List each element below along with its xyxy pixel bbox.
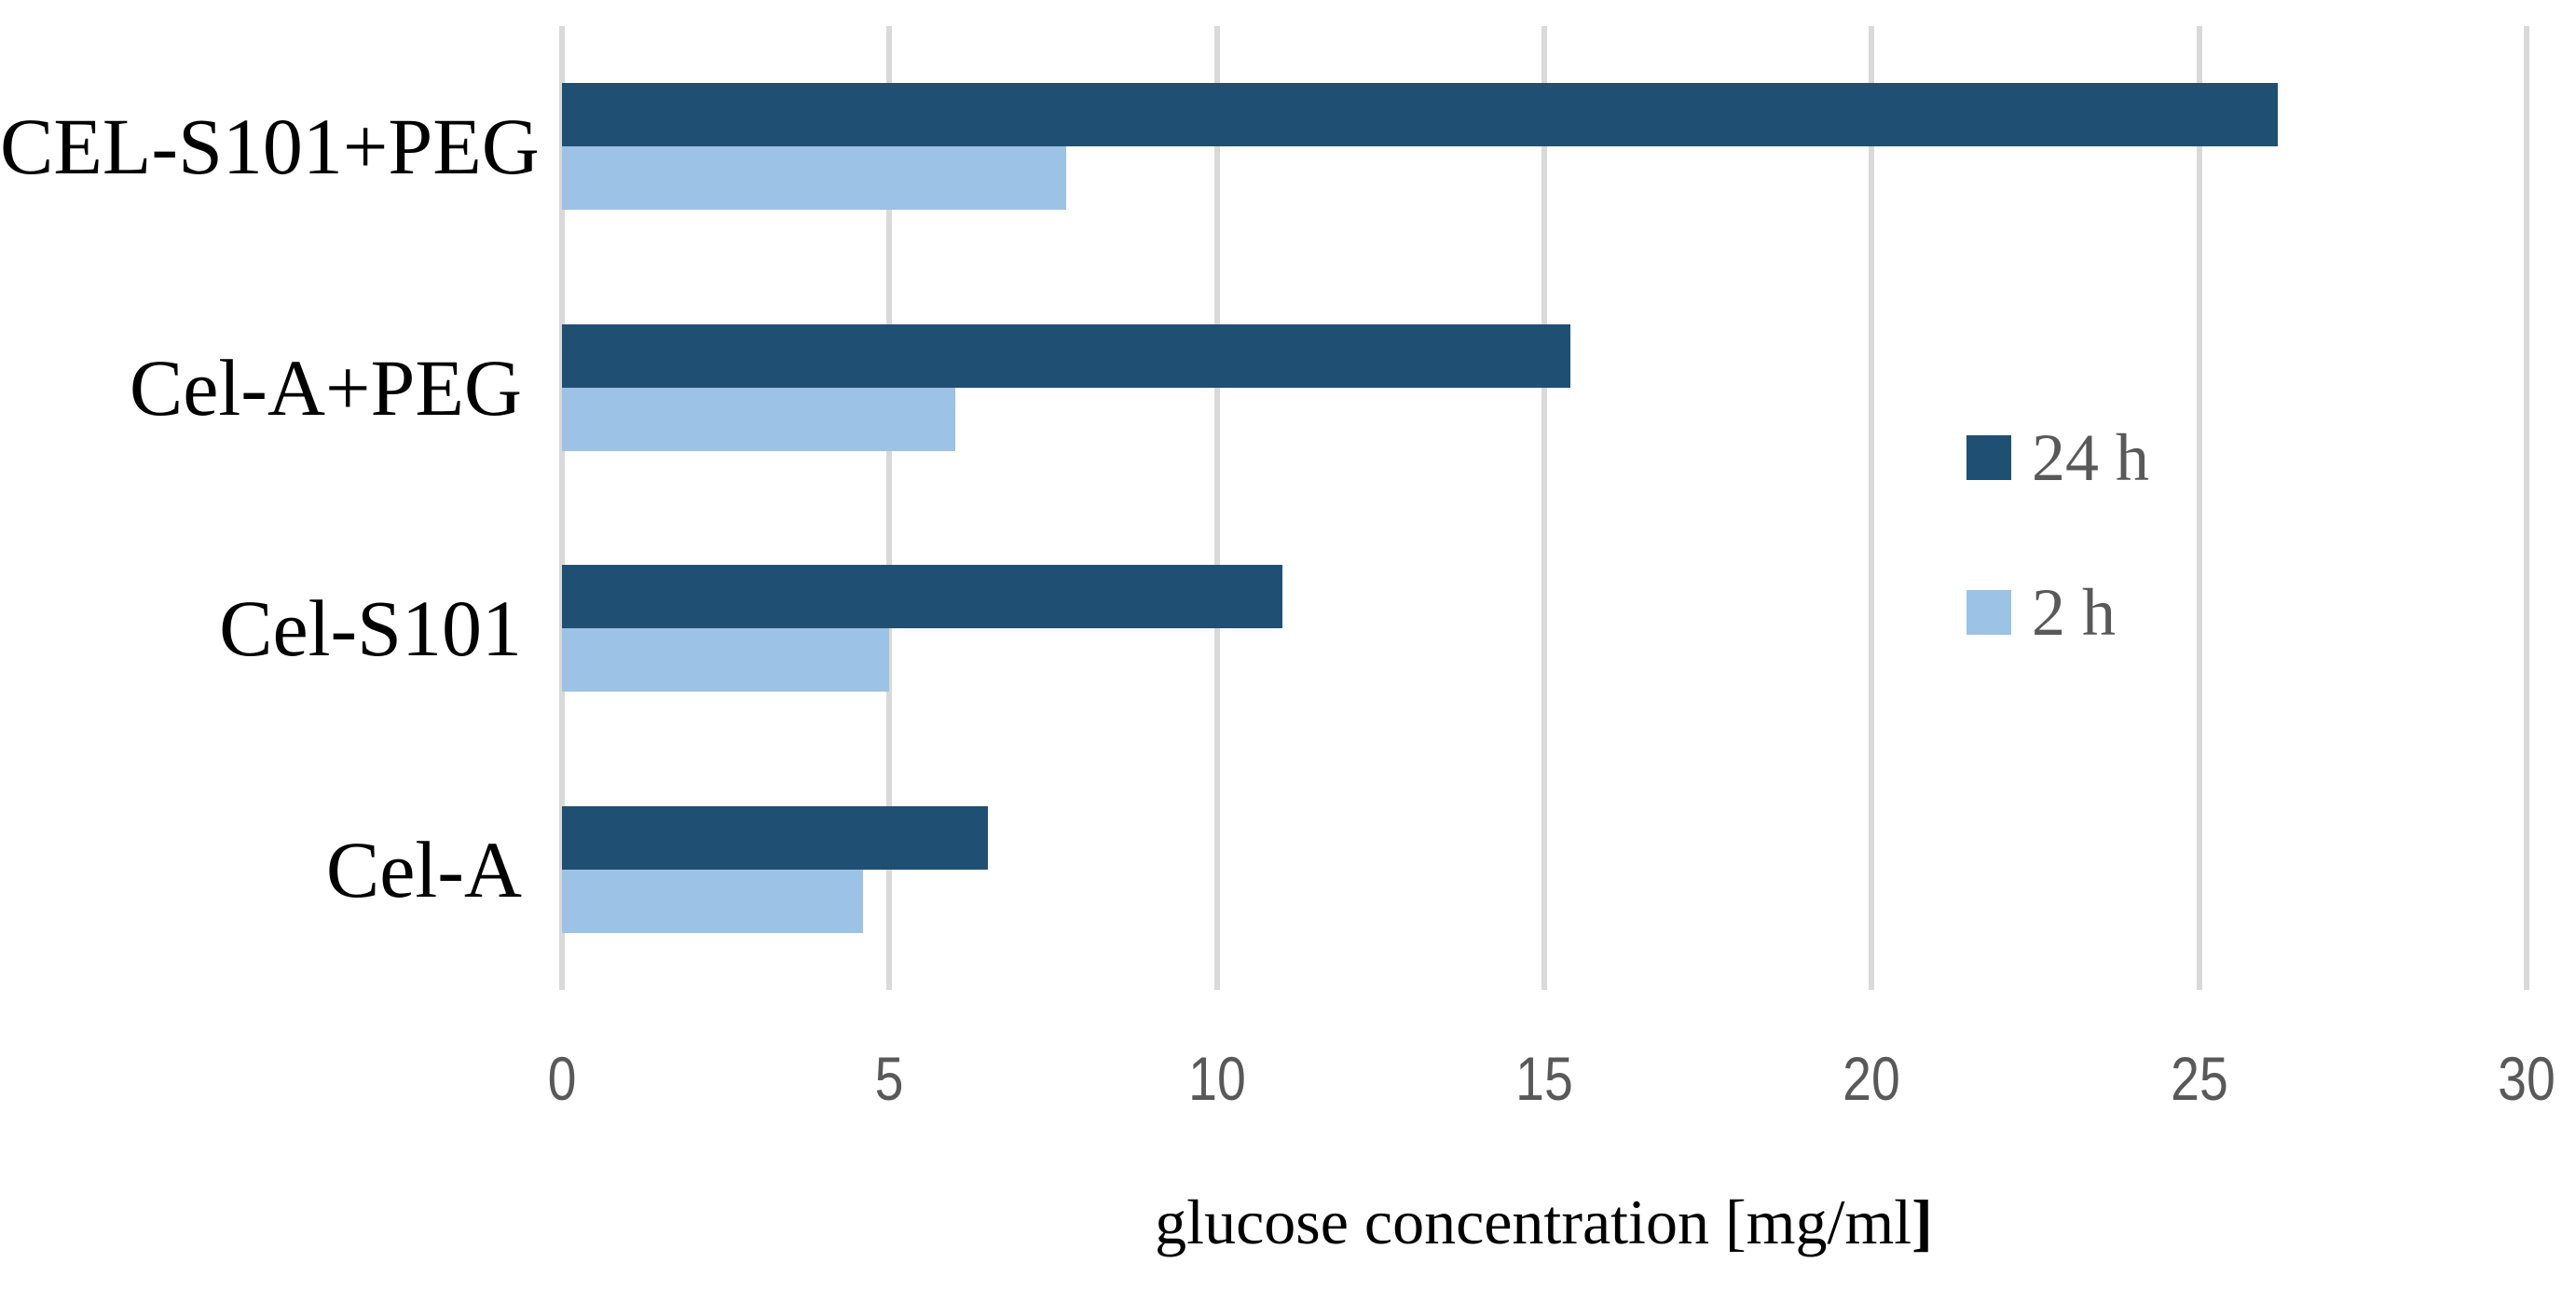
bar-24-h-cel-s101-peg <box>562 83 2278 147</box>
gridline-0 <box>559 26 565 990</box>
gridline-30 <box>2524 26 2529 990</box>
tick-label-25: 25 <box>2170 1044 2228 1113</box>
tick-label-10: 10 <box>1187 1044 1246 1113</box>
x-axis-title: glucose concentration [mg/ml] <box>559 1186 2528 1259</box>
bar-2-h-cel-a <box>562 869 864 933</box>
gridline-20 <box>1869 26 1875 990</box>
legend-item-24-h: 24 h <box>1966 420 2149 495</box>
legend-label-24-h: 24 h <box>2032 420 2149 495</box>
legend-swatch-24-h <box>1966 435 2011 480</box>
legend-item-2-h: 2 h <box>1966 575 2116 650</box>
gridline-25 <box>2196 26 2202 990</box>
category-label-cel-a: Cel-A <box>325 824 522 914</box>
gridline-5 <box>886 26 893 990</box>
tick-label-20: 20 <box>1843 1044 1901 1113</box>
legend-swatch-2-h <box>1966 590 2011 635</box>
bar-2-h-cel-s101 <box>562 628 890 693</box>
tick-label-15: 15 <box>1515 1044 1573 1113</box>
bar-24-h-cel-a-peg <box>562 323 1571 388</box>
tick-label-5: 5 <box>874 1044 904 1113</box>
category-label-cel-a-peg: Cel-A+PEG <box>129 342 522 432</box>
tick-label-0: 0 <box>547 1044 577 1113</box>
category-label-cel-s101: Cel-S101 <box>219 583 522 674</box>
x-axis-title-closing-bracket: ] <box>1911 1187 1933 1257</box>
gridline-15 <box>1541 26 1547 990</box>
tick-label-30: 30 <box>2498 1044 2555 1113</box>
bar-24-h-cel-a <box>562 805 988 870</box>
gridline-10 <box>1213 26 1220 990</box>
legend-label-2-h: 2 h <box>2032 575 2116 650</box>
category-label-cel-s101-peg: CEL-S101+PEG <box>0 102 540 192</box>
bar-2-h-cel-a-peg <box>562 387 955 451</box>
bar-24-h-cel-s101 <box>562 565 1282 629</box>
x-axis-title-text: glucose concentration [mg/ml <box>1155 1187 1912 1257</box>
bar-2-h-cel-s101-peg <box>562 146 1067 211</box>
